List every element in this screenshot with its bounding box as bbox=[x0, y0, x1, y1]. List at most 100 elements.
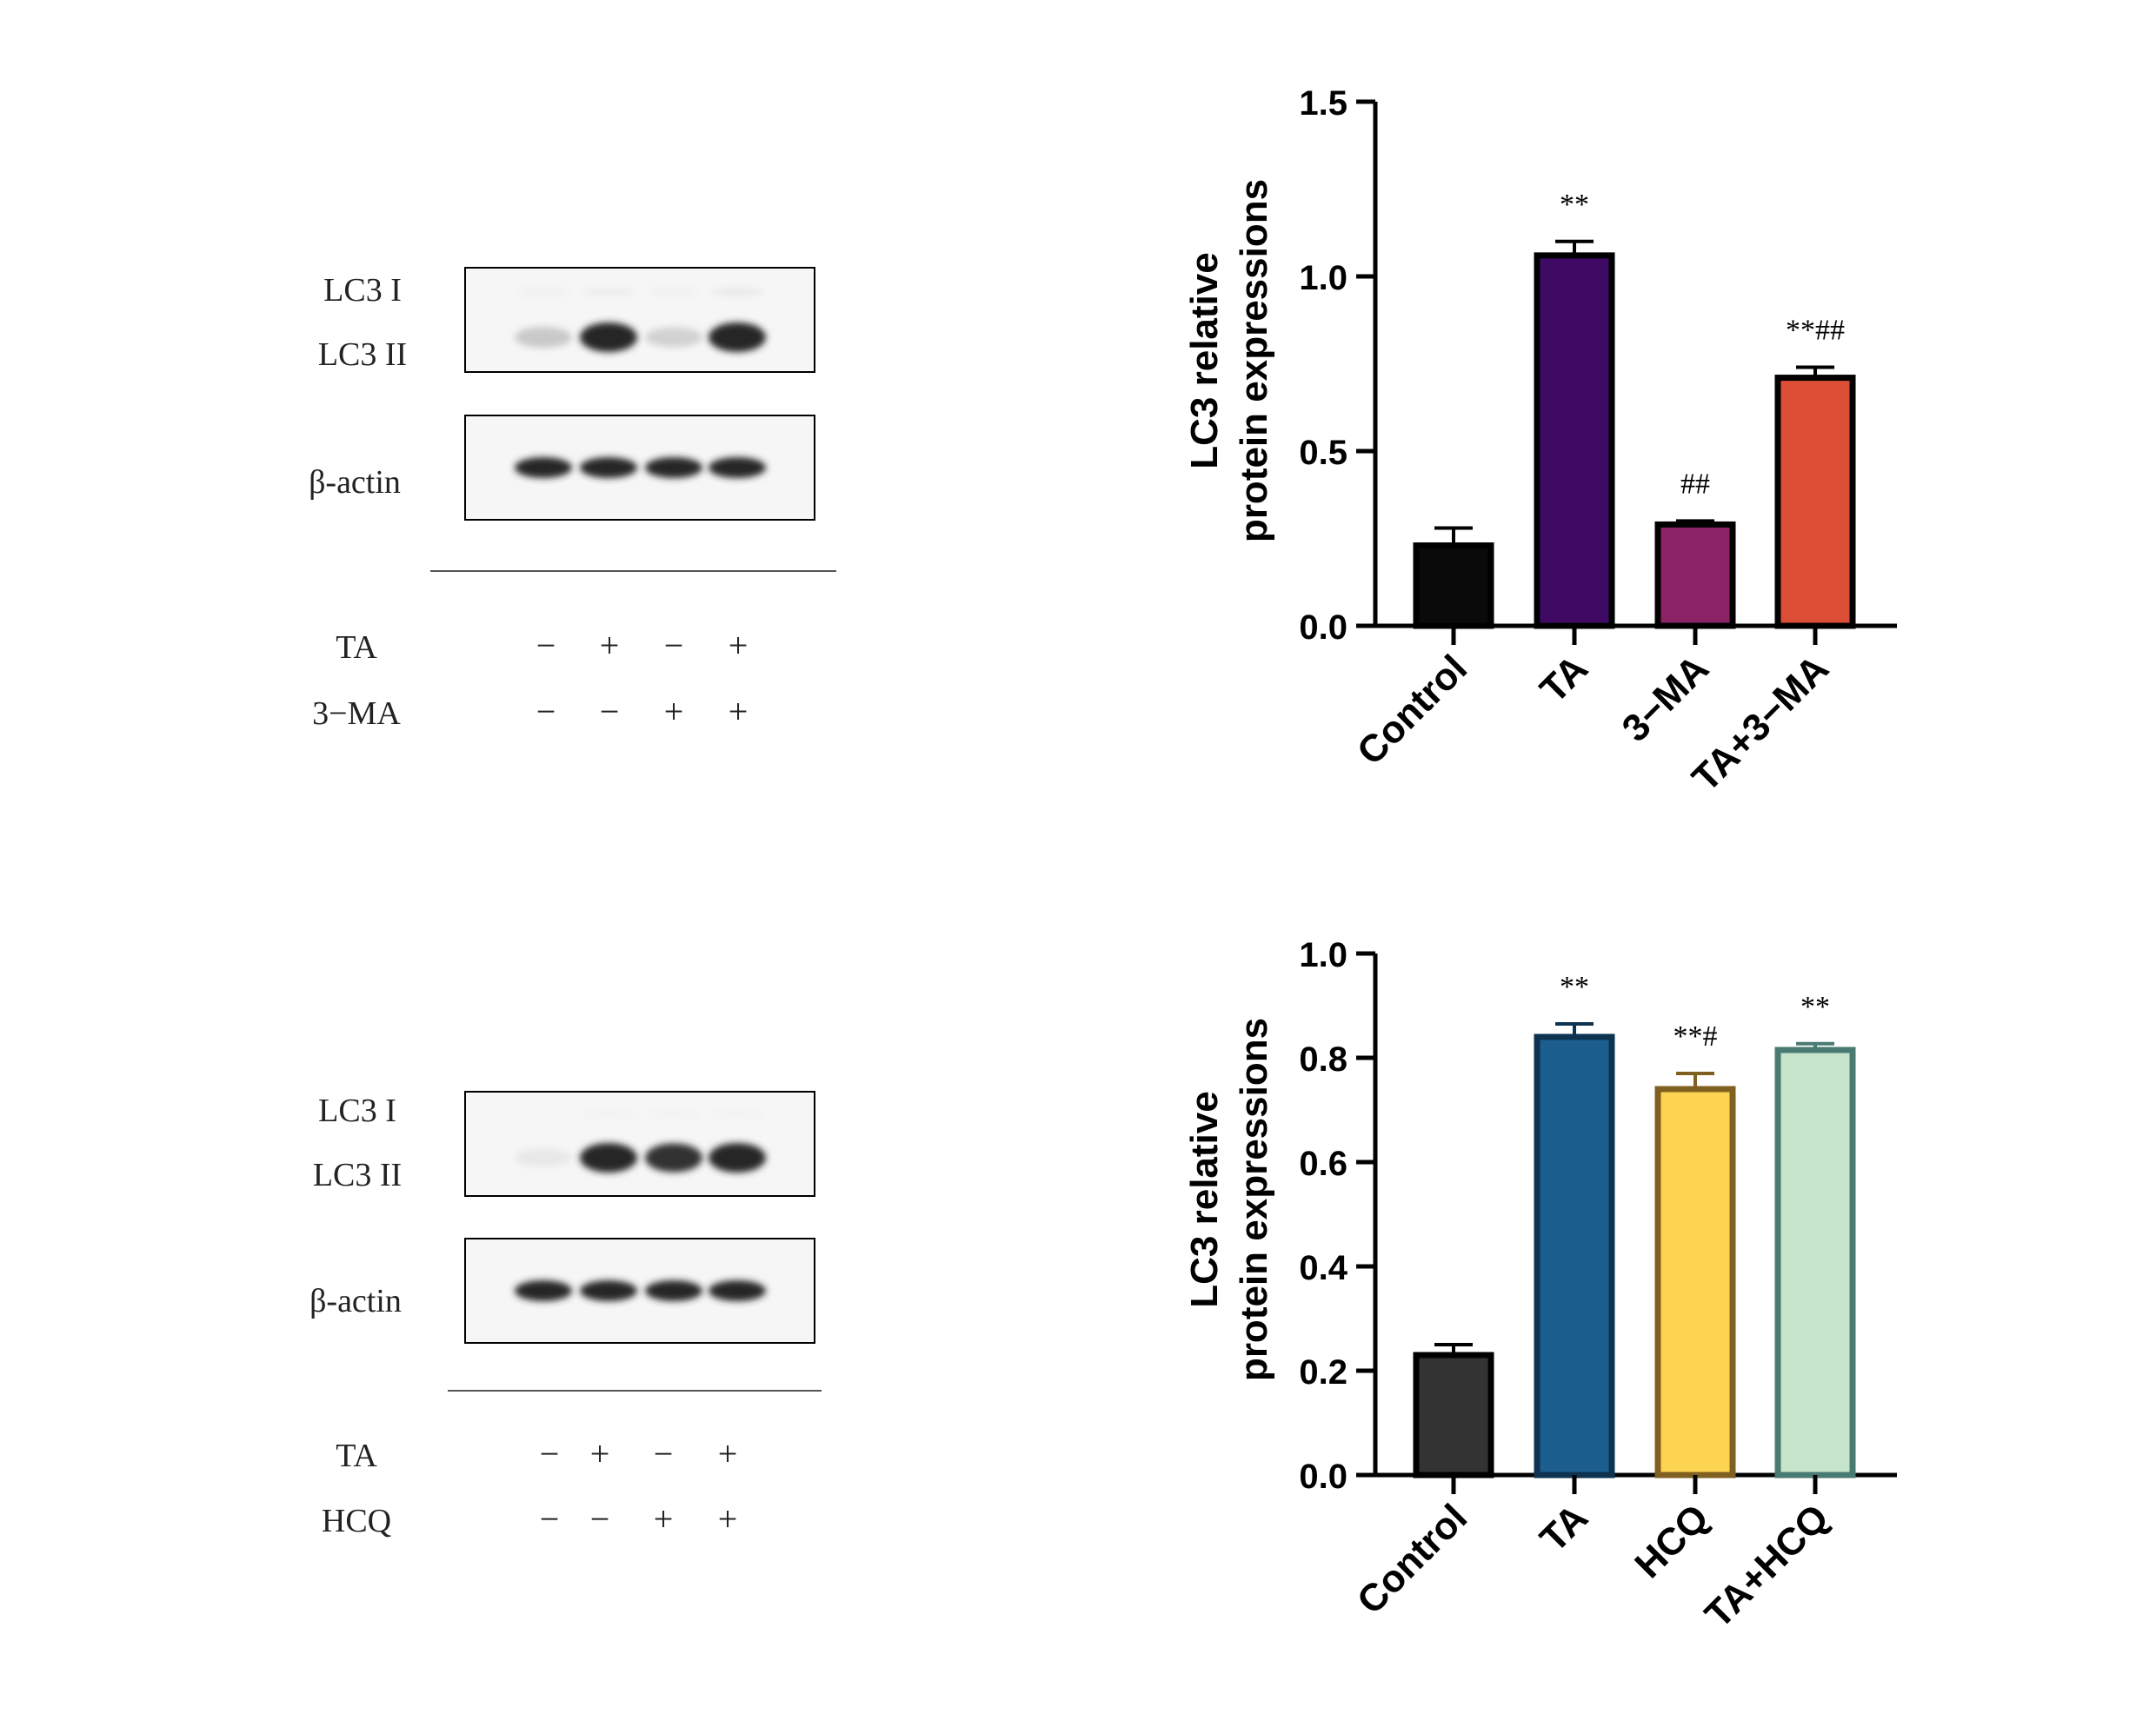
plus-sign: + bbox=[600, 626, 620, 665]
y-tick-label: 0.2 bbox=[1299, 1353, 1348, 1392]
chart-plot-area: 0.0 0.2 0.4 0.6 0.8 1.0 Control TA ** HCQ **# TA+HC… bbox=[1299, 936, 1897, 1637]
lc3-ii-bands bbox=[515, 322, 766, 352]
lc3-ii-band bbox=[580, 1143, 637, 1173]
lc3-ii-label: LC3 II bbox=[318, 336, 407, 373]
bar bbox=[1774, 1047, 1856, 1478]
y-tick-label: 1.5 bbox=[1299, 84, 1348, 123]
significance-label: ** bbox=[1800, 991, 1830, 1023]
lc3-ii-band bbox=[515, 1148, 572, 1167]
minus-sign: − bbox=[536, 692, 556, 731]
minus-sign: − bbox=[540, 1434, 560, 1473]
y-axis-label-line2: protein expressions bbox=[1233, 1018, 1275, 1381]
significance-label: ## bbox=[1680, 468, 1710, 500]
y-tick-label: 1.0 bbox=[1299, 259, 1348, 297]
actin-bands bbox=[515, 457, 766, 478]
actin-band bbox=[580, 1280, 637, 1301]
treatment-signs: − + − +− − + + bbox=[540, 1434, 738, 1538]
significance-label: **## bbox=[1786, 315, 1845, 347]
minus-sign: − bbox=[590, 1499, 610, 1538]
lc3-ii-label: LC3 II bbox=[313, 1157, 402, 1193]
bar bbox=[1413, 1352, 1494, 1478]
y-tick-label: 0.5 bbox=[1299, 434, 1348, 472]
bar bbox=[1654, 521, 1736, 629]
actin-label: β-actin bbox=[309, 464, 401, 501]
treatment-row-label: 3−MA bbox=[312, 695, 401, 732]
x-tick-label: TA bbox=[1532, 647, 1596, 711]
y-tick-label: 0.8 bbox=[1299, 1040, 1348, 1079]
minus-sign: − bbox=[600, 692, 620, 731]
lc3-i-band bbox=[517, 288, 569, 296]
lc3-blot-box bbox=[464, 1091, 815, 1197]
significance-label: **# bbox=[1674, 1020, 1718, 1053]
actin-band bbox=[515, 1280, 572, 1301]
blot-panel-2: LC3 I LC3 II β-actin TA HCQ − + − +− − + + bbox=[309, 1091, 822, 1539]
lc3-i-band bbox=[711, 1110, 763, 1119]
minus-sign: − bbox=[536, 626, 556, 665]
y-tick-label: 0.4 bbox=[1299, 1249, 1348, 1287]
lc3-i-label: LC3 I bbox=[323, 272, 402, 309]
lc3-ii-band bbox=[645, 327, 702, 348]
x-tick-label: 3−MA bbox=[1614, 647, 1718, 750]
lc3-blot-box bbox=[464, 267, 815, 373]
lc3-i-band bbox=[582, 288, 635, 296]
lc3-i-band bbox=[648, 1110, 700, 1119]
actin-label: β-actin bbox=[309, 1283, 402, 1319]
lc3-i-label: LC3 I bbox=[318, 1093, 396, 1129]
actin-bands bbox=[515, 1280, 766, 1301]
plus-sign: + bbox=[718, 1434, 738, 1473]
lc3-ii-band bbox=[645, 1143, 702, 1173]
significance-label: ** bbox=[1560, 189, 1589, 221]
treatment-signs: − + − + − − + + bbox=[536, 626, 749, 731]
lc3-i-bands bbox=[582, 1110, 763, 1119]
lc3-ii-band bbox=[709, 322, 766, 352]
plus-sign: + bbox=[664, 692, 684, 731]
lc3-ii-bands bbox=[515, 1143, 766, 1173]
x-tick-label: HCQ bbox=[1627, 1496, 1717, 1586]
y-tick-label: 0.0 bbox=[1299, 608, 1348, 647]
plus-sign: + bbox=[729, 692, 749, 731]
treatment-row-label: TA bbox=[336, 629, 377, 666]
bar bbox=[1413, 542, 1494, 629]
lc3-i-band bbox=[582, 1110, 635, 1119]
bar bbox=[1534, 1033, 1615, 1478]
treatment-row-label: TA bbox=[336, 1438, 377, 1474]
bar bbox=[1654, 1086, 1736, 1478]
treatment-row-label: HCQ bbox=[322, 1503, 391, 1539]
lc3-i-bands bbox=[517, 288, 763, 296]
x-tick-label: Control bbox=[1349, 1496, 1475, 1622]
actin-band bbox=[580, 457, 637, 478]
y-tick-label: 0.6 bbox=[1299, 1145, 1348, 1183]
actin-band bbox=[709, 457, 766, 478]
x-tick-label: TA bbox=[1532, 1496, 1596, 1560]
blot-panel-1: LC3 I LC3 II β-actin TA 3−MA − + − + − − + + bbox=[309, 267, 836, 732]
lc3-i-band bbox=[711, 288, 763, 296]
minus-sign: − bbox=[654, 1434, 674, 1473]
lc3-ii-band bbox=[580, 322, 637, 352]
plus-sign: + bbox=[590, 1434, 610, 1473]
y-axis-label-line1: LC3 relative bbox=[1183, 252, 1226, 468]
minus-sign: − bbox=[540, 1499, 560, 1538]
actin-band bbox=[515, 457, 572, 478]
x-tick-label: TA+HCQ bbox=[1697, 1496, 1837, 1636]
minus-sign: − bbox=[664, 626, 684, 665]
significance-label: ** bbox=[1560, 971, 1589, 1003]
bar bbox=[1534, 252, 1615, 629]
actin-band bbox=[645, 457, 702, 478]
plus-sign: + bbox=[718, 1499, 738, 1538]
plus-sign: + bbox=[729, 626, 749, 665]
actin-band bbox=[645, 1280, 702, 1301]
bar-chart-1: LC3 relative protein expressions 0.0 0.5 1… bbox=[1183, 84, 1897, 800]
y-axis-label-line2: protein expressions bbox=[1233, 179, 1275, 542]
x-tick-label: Control bbox=[1349, 647, 1475, 773]
y-axis-label-line1: LC3 relative bbox=[1183, 1091, 1226, 1307]
bar bbox=[1774, 375, 1856, 629]
plus-sign: + bbox=[654, 1499, 674, 1538]
lc3-ii-band bbox=[709, 1143, 766, 1173]
bar-chart-2: LC3 relative protein expressions 0.00.20… bbox=[1183, 936, 1897, 1637]
lc3-ii-band bbox=[515, 326, 572, 349]
y-tick-label: 1.0 bbox=[1299, 936, 1348, 974]
actin-band bbox=[709, 1280, 766, 1301]
lc3-i-band bbox=[648, 288, 700, 296]
